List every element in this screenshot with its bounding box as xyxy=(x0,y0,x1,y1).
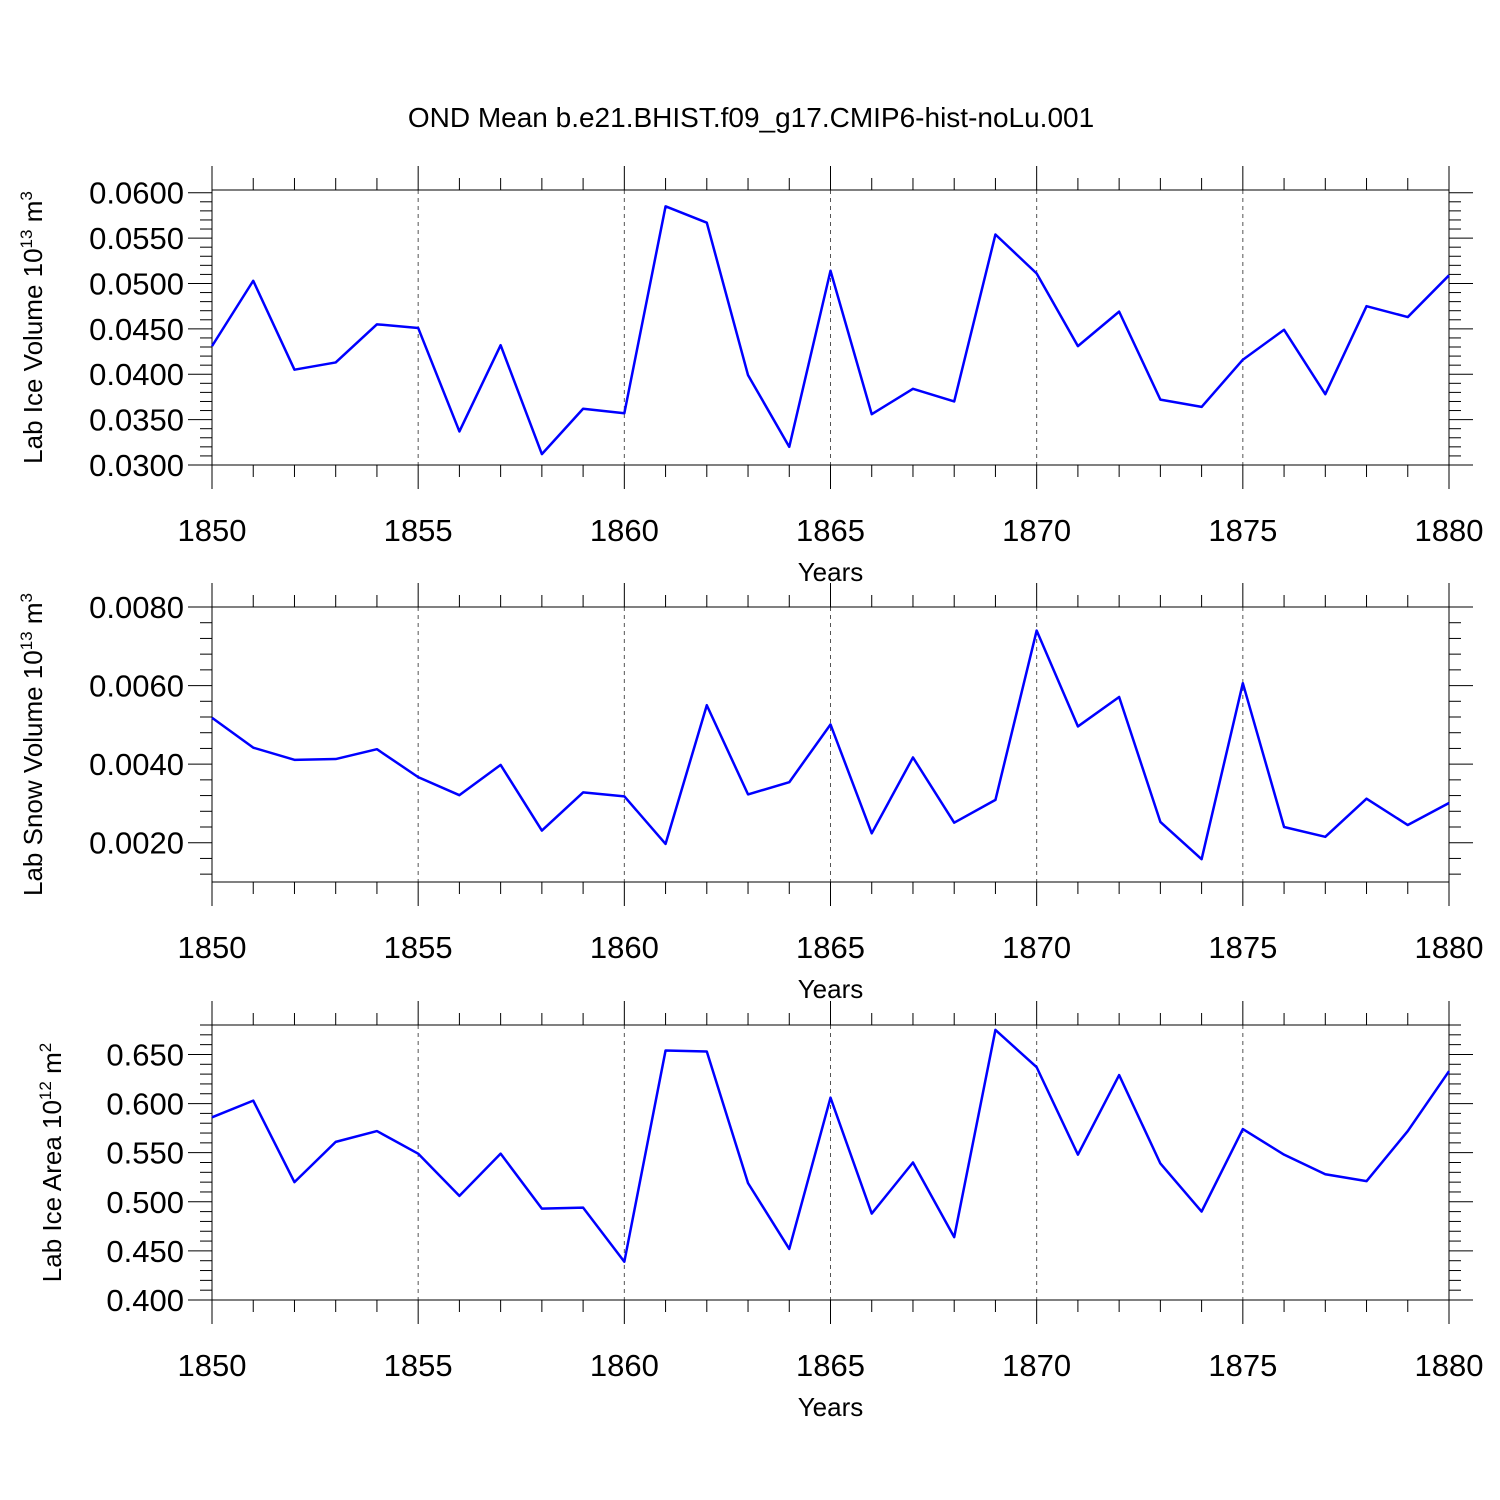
x-tick-label: 1850 xyxy=(178,513,247,548)
y-tick-label: 0.450 xyxy=(106,1234,184,1269)
y-axis-label-unit-exponent: 3 xyxy=(17,593,36,602)
x-tick-label: 1855 xyxy=(384,930,453,965)
x-tick-label: 1875 xyxy=(1208,1348,1277,1383)
y-axis-label-exponent: 13 xyxy=(17,230,36,249)
panel-3: 0.400 0.450 0.500 0.550 0.600 0.650 1850 1855 18… xyxy=(36,1001,1483,1422)
y-tick-label: 0.0600 xyxy=(89,176,184,211)
y-tick-label: 0.0500 xyxy=(89,266,184,301)
x-tick-label: 1875 xyxy=(1208,513,1277,548)
y-axis-label-exponent: 12 xyxy=(36,1081,55,1100)
x-tick-label: 1855 xyxy=(384,1348,453,1383)
y-tick-label: 0.0400 xyxy=(89,357,184,392)
y-axis-label-main: Lab Snow Volume 10 xyxy=(18,650,48,896)
y-axis-label: Lab Ice Area 1012 m2 xyxy=(36,1043,67,1282)
y-tick-label: 0.500 xyxy=(106,1185,184,1220)
x-tick-label: 1865 xyxy=(796,1348,865,1383)
figure-title: OND Mean b.e21.BHIST.f09_g17.CMIP6-hist-… xyxy=(408,102,1094,133)
x-tick-label: 1865 xyxy=(796,930,865,965)
y-tick-label: 0.0040 xyxy=(89,747,184,782)
y-tick-label: 0.0550 xyxy=(89,221,184,256)
y-axis-label: Lab Ice Volume 1013 m3 xyxy=(17,191,48,464)
x-tick-label: 1880 xyxy=(1415,1348,1484,1383)
y-tick-label: 0.400 xyxy=(106,1283,184,1318)
y-tick-label: 0.0020 xyxy=(89,826,184,861)
y-tick-label: 0.0450 xyxy=(89,312,184,347)
x-tick-label: 1860 xyxy=(590,1348,659,1383)
y-axis-label-main: Lab Ice Volume 10 xyxy=(18,248,48,463)
x-tick-label: 1875 xyxy=(1208,930,1277,965)
panels: 0.0300 0.0350 0.0400 0.0450 0.0500 0.0550 0.06… xyxy=(17,166,1483,1422)
y-axis-label-main: Lab Ice Area 10 xyxy=(37,1100,67,1282)
y-tick-label: 0.600 xyxy=(106,1087,184,1122)
y-tick-label: 0.550 xyxy=(106,1136,184,1171)
panel-2: 0.0020 0.0040 0.0060 0.0080 1850 1855 1860 1865… xyxy=(17,583,1483,1004)
y-axis-label-unit: m xyxy=(18,201,48,230)
y-tick-label: 0.650 xyxy=(106,1037,184,1072)
x-tick-label: 1865 xyxy=(796,513,865,548)
x-tick-label: 1860 xyxy=(590,930,659,965)
x-tick-label: 1850 xyxy=(178,930,247,965)
y-axis-label-unit-exponent: 3 xyxy=(17,191,36,200)
x-axis-label: Years xyxy=(798,557,864,587)
y-tick-label: 0.0350 xyxy=(89,403,184,438)
y-tick-label: 0.0300 xyxy=(89,448,184,483)
y-axis-label-unit: m xyxy=(18,602,48,631)
series-line xyxy=(211,1028,1451,1263)
x-tick-label: 1850 xyxy=(178,1348,247,1383)
x-tick-label: 1870 xyxy=(1002,930,1071,965)
panel-1: 0.0300 0.0350 0.0400 0.0450 0.0500 0.0550 0.06… xyxy=(17,166,1483,587)
x-tick-label: 1870 xyxy=(1002,513,1071,548)
y-tick-label: 0.0080 xyxy=(89,590,184,625)
series-line xyxy=(210,205,1450,456)
series-line xyxy=(211,629,1450,861)
x-axis-label: Years xyxy=(798,974,864,1004)
x-tick-label: 1870 xyxy=(1002,1348,1071,1383)
x-tick-label: 1855 xyxy=(384,513,453,548)
y-axis-label: Lab Snow Volume 1013 m3 xyxy=(17,593,48,896)
y-axis-label-exponent: 13 xyxy=(17,631,36,650)
y-axis-label-unit: m xyxy=(37,1052,67,1081)
y-axis-label-unit-exponent: 2 xyxy=(36,1043,55,1052)
x-tick-label: 1880 xyxy=(1415,513,1484,548)
x-tick-label: 1880 xyxy=(1415,930,1484,965)
y-tick-label: 0.0060 xyxy=(89,669,184,704)
x-tick-label: 1860 xyxy=(590,513,659,548)
x-axis-label: Years xyxy=(798,1392,864,1422)
